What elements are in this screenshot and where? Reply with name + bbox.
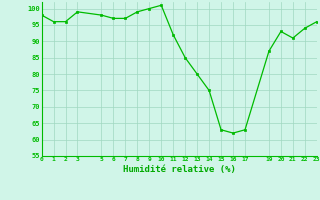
X-axis label: Humidité relative (%): Humidité relative (%)	[123, 165, 236, 174]
